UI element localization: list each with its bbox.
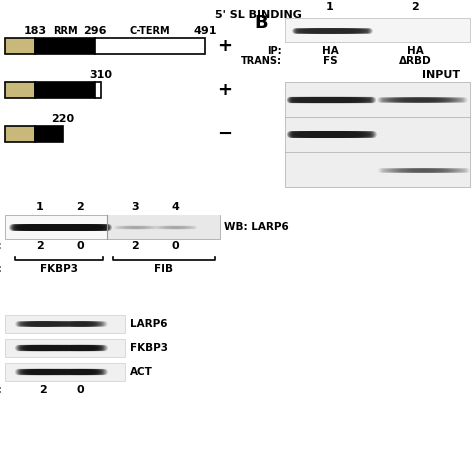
Bar <box>5 38 35 54</box>
Text: LARP6: LARP6 <box>130 319 167 329</box>
Bar <box>285 18 470 42</box>
Text: 2: 2 <box>76 202 84 212</box>
Text: 1: 1 <box>326 2 334 12</box>
Text: 2: 2 <box>131 241 139 251</box>
Text: +: + <box>218 81 233 99</box>
Text: WB: LARP6: WB: LARP6 <box>224 222 289 232</box>
Text: 296: 296 <box>83 26 107 36</box>
Text: FKBP3: FKBP3 <box>40 264 78 274</box>
Text: 1: 1 <box>36 202 44 212</box>
Text: IP:: IP: <box>267 46 282 56</box>
Bar <box>5 339 125 357</box>
Text: FIB: FIB <box>155 264 173 274</box>
Bar <box>35 82 95 98</box>
Text: −: − <box>218 125 233 143</box>
Text: 491: 491 <box>193 26 217 36</box>
Text: 2: 2 <box>36 241 44 251</box>
Text: HA: HA <box>322 46 338 56</box>
Text: m):: m): <box>0 241 2 251</box>
Text: 4: 4 <box>171 202 179 212</box>
Text: 183: 183 <box>23 26 46 36</box>
Text: 2: 2 <box>39 385 47 395</box>
Text: C-TERM: C-TERM <box>130 26 170 36</box>
Bar <box>5 363 125 381</box>
Text: 5' SL BINDING: 5' SL BINDING <box>215 10 302 20</box>
Text: ΔRBD: ΔRBD <box>399 56 431 66</box>
Text: 0: 0 <box>76 241 84 251</box>
Bar <box>95 38 205 54</box>
Bar <box>107 215 220 239</box>
Text: t:: t: <box>0 385 2 395</box>
Text: TRANS:: TRANS: <box>241 56 282 66</box>
Bar <box>285 82 470 187</box>
Text: 0: 0 <box>76 385 84 395</box>
Bar <box>35 126 63 142</box>
Text: +: + <box>218 37 233 55</box>
Bar <box>95 82 101 98</box>
Text: 3: 3 <box>131 202 139 212</box>
Text: INPUT: INPUT <box>422 70 460 80</box>
Text: B: B <box>254 14 268 32</box>
Text: HA: HA <box>407 46 423 56</box>
Text: 310: 310 <box>90 70 112 80</box>
Text: FKBP3: FKBP3 <box>130 343 168 353</box>
Bar <box>35 38 95 54</box>
Text: FS: FS <box>323 56 337 66</box>
Text: ACT: ACT <box>130 367 153 377</box>
Text: 220: 220 <box>52 114 74 124</box>
Bar <box>5 215 220 239</box>
Text: RRM: RRM <box>53 26 77 36</box>
Text: 0: 0 <box>171 241 179 251</box>
Bar <box>5 315 125 333</box>
Text: 2: 2 <box>411 2 419 12</box>
Text: IP:: IP: <box>0 264 2 274</box>
Bar <box>5 126 35 142</box>
Bar <box>5 82 35 98</box>
